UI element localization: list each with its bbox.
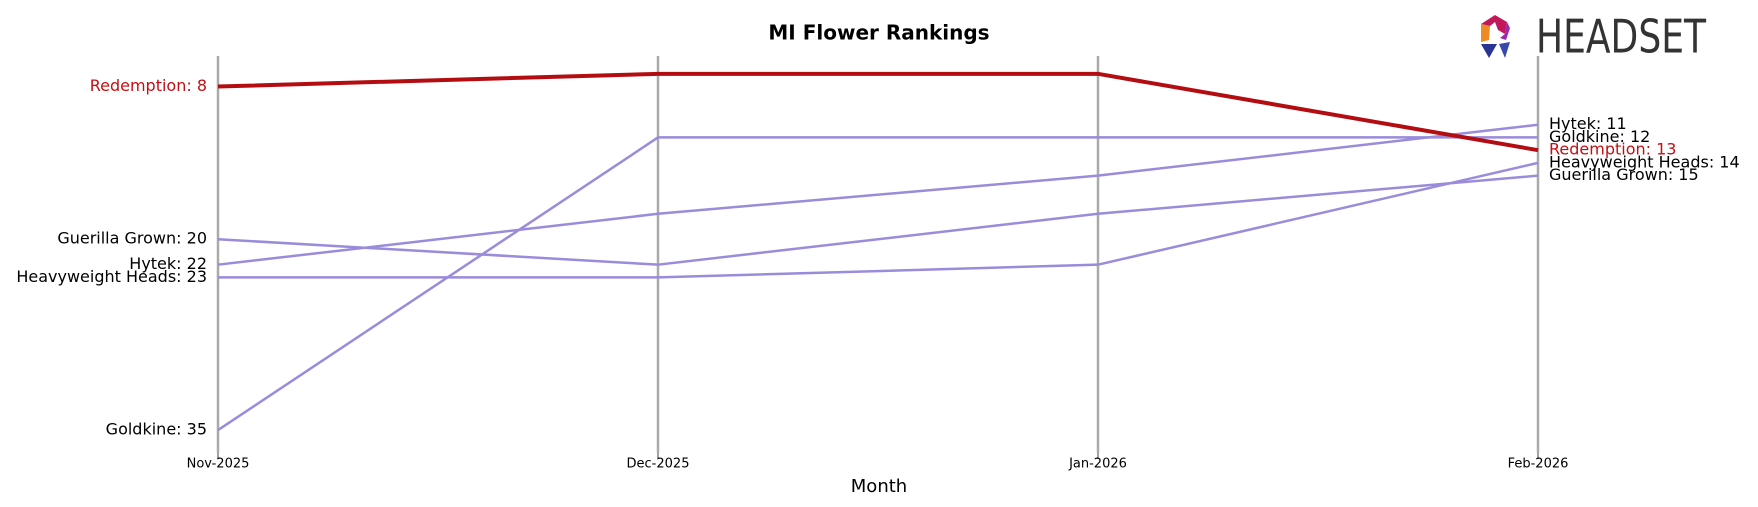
value-label: Goldkine: 35 — [106, 420, 207, 439]
logo-icon — [1481, 44, 1497, 58]
value-label: Guerilla Grown: 15 — [1549, 165, 1699, 184]
series-line — [217, 71, 1539, 153]
logo-icon — [1481, 24, 1490, 42]
value-label: Hytek: 22 — [129, 254, 207, 273]
x-axis-label: Month — [851, 476, 907, 497]
logo-icon — [1499, 42, 1510, 58]
chart-title: MI Flower Rankings — [768, 21, 989, 45]
logo: HEADSET — [1481, 10, 1707, 64]
value-label: Hytek: 11 — [1549, 114, 1627, 133]
value-label: Heavyweight Heads: 14 — [1549, 152, 1740, 171]
series-line — [218, 161, 1539, 279]
x-tick-label: Nov-2025 — [187, 457, 250, 472]
x-tick-label: Feb-2026 — [1508, 457, 1569, 472]
value-label: Heavyweight Heads: 23 — [16, 267, 207, 286]
value-label: Redemption: 13 — [1549, 140, 1676, 159]
x-tick-label: Dec-2025 — [627, 457, 690, 472]
value-label: Goldkine: 12 — [1549, 127, 1650, 146]
series-line — [217, 174, 1539, 266]
value-label: Redemption: 8 — [90, 76, 207, 95]
x-tick-label: Jan-2026 — [1068, 457, 1127, 472]
series-line — [217, 136, 1538, 432]
logo-icon — [1500, 22, 1510, 40]
series-line — [217, 123, 1539, 266]
value-label: Guerilla Grown: 20 — [57, 229, 207, 248]
logo-icon — [1481, 15, 1507, 34]
logo-text: HEADSET — [1536, 10, 1707, 64]
